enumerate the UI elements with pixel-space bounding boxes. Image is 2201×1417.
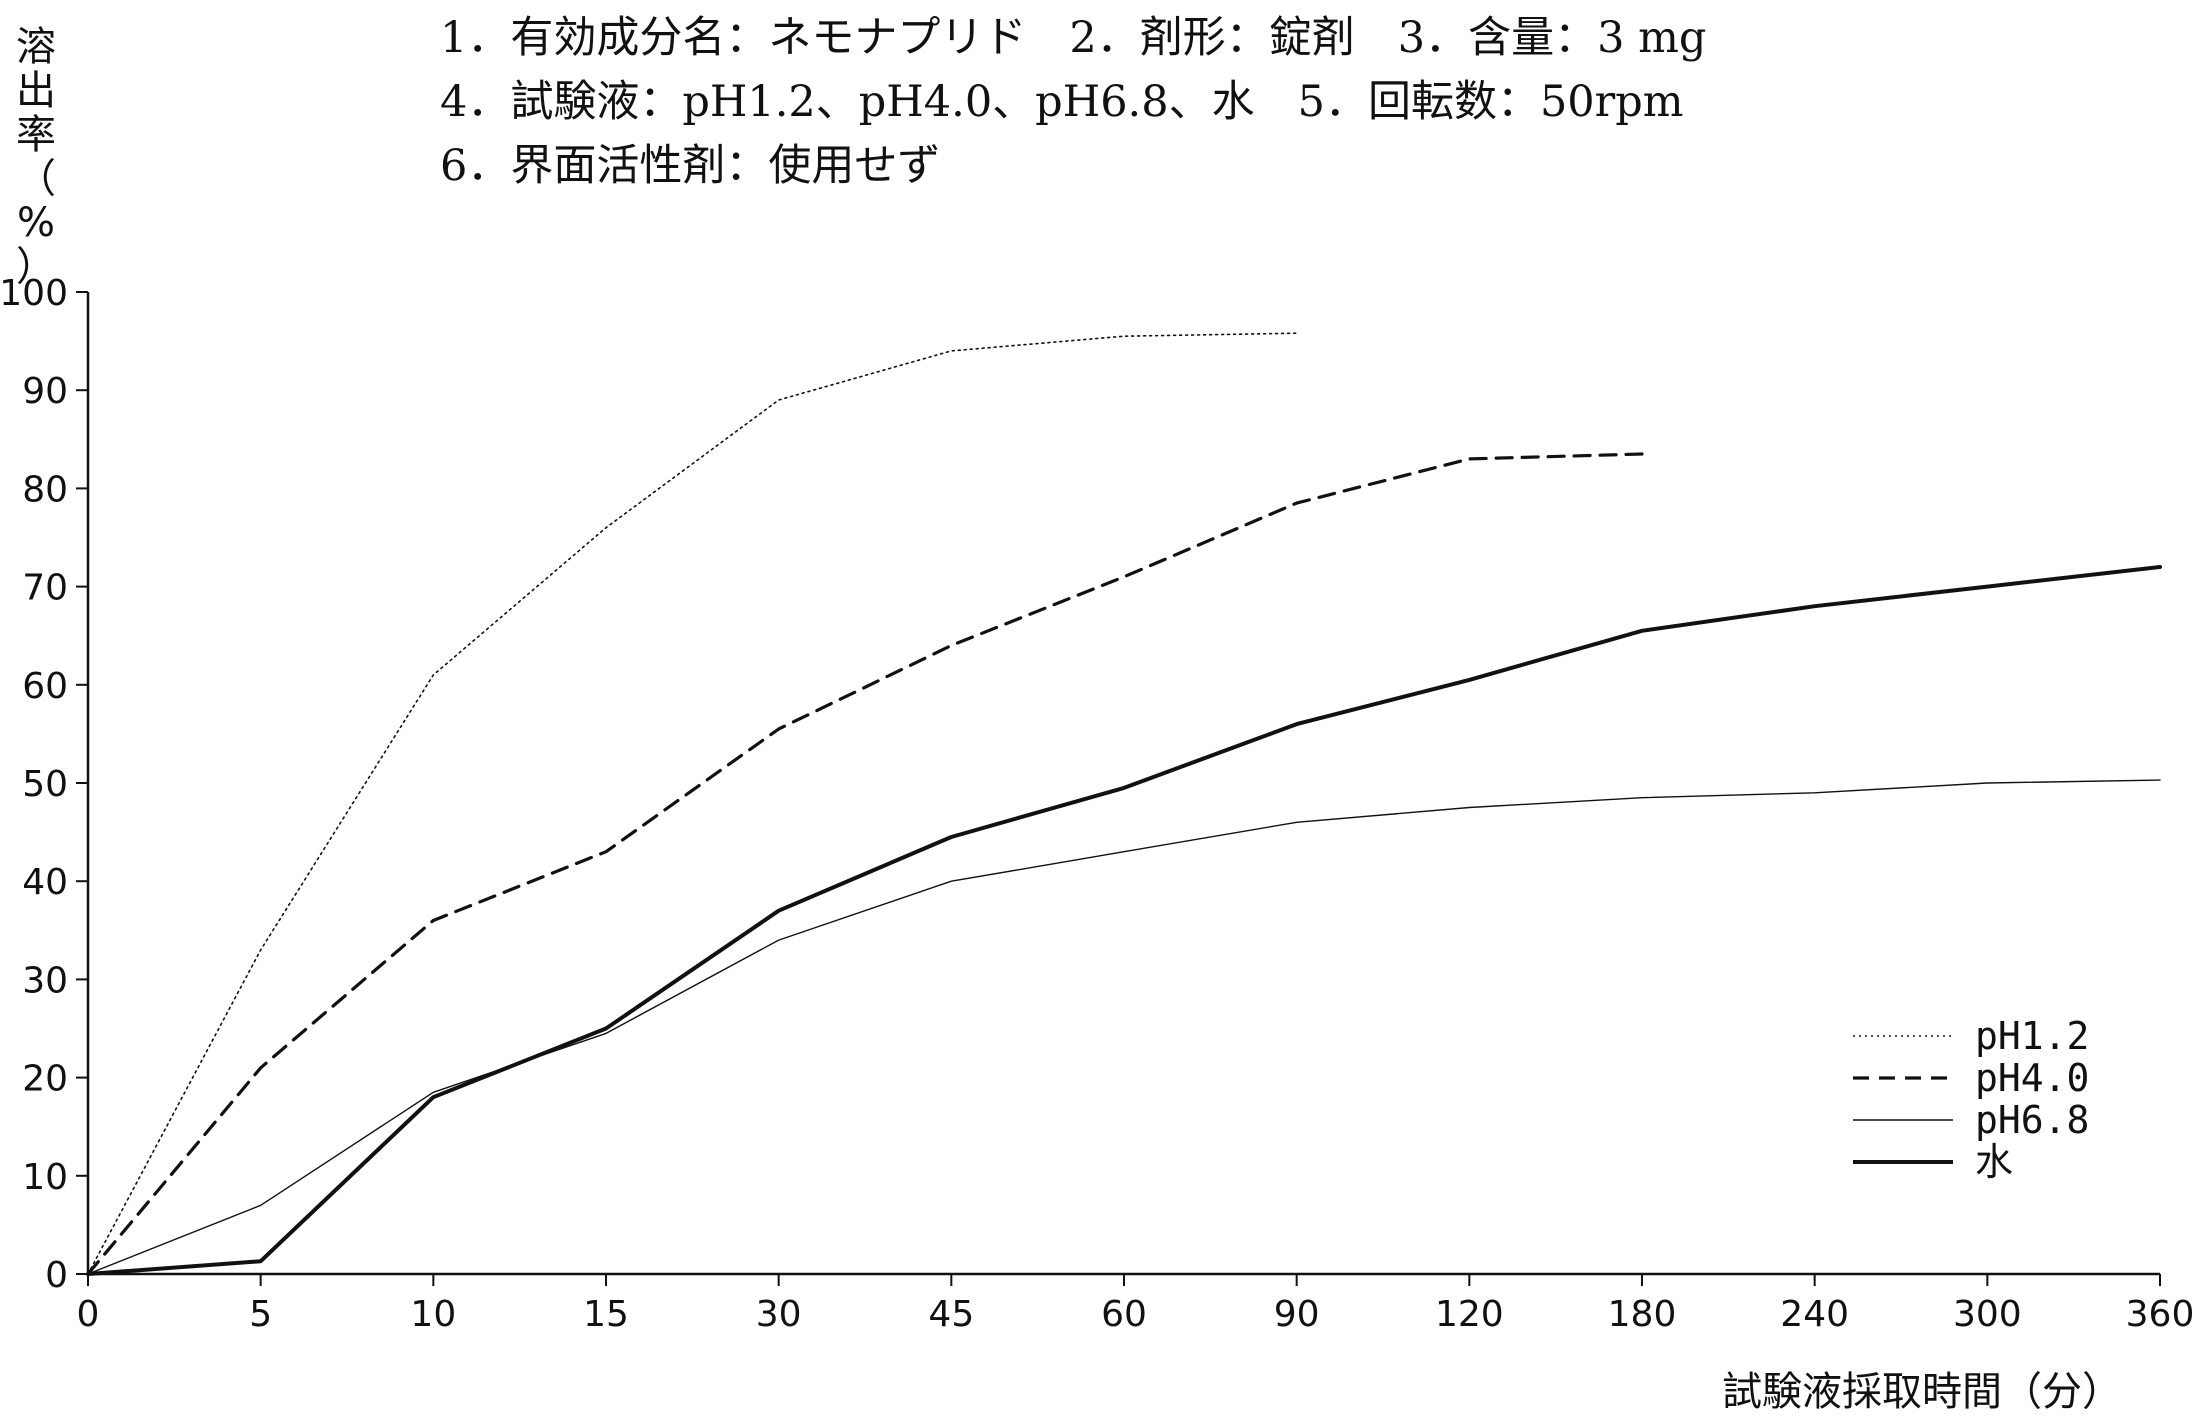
y-tick-label: 10 <box>22 1157 68 1198</box>
y-tick-label: 30 <box>22 960 68 1001</box>
x-tick-label: 15 <box>583 1294 629 1335</box>
header-line-1: 1．有効成分名：ネモナプリド 2．剤形：錠剤 3．含量：3 mg <box>440 13 1706 63</box>
x-tick-label: 45 <box>928 1294 974 1335</box>
chart-header: 1．有効成分名：ネモナプリド 2．剤形：錠剤 3．含量：3 mg 4．試験液：p… <box>440 13 1706 191</box>
x-tick-label: 10 <box>410 1294 456 1335</box>
x-tick-label: 360 <box>2126 1294 2195 1335</box>
y-tick-label: 40 <box>22 862 68 903</box>
legend-label-1: pH4.0 <box>1975 1056 2089 1100</box>
x-tick-label: 180 <box>1608 1294 1677 1335</box>
x-tick-label: 30 <box>756 1294 802 1335</box>
y-tick-label: 20 <box>22 1059 68 1100</box>
series-line-1 <box>86 452 1644 1276</box>
y-axis-title-char: （ <box>16 156 56 202</box>
y-tick-label: 60 <box>22 666 68 707</box>
y-axis-title-char: 溶 <box>16 24 56 70</box>
y-tick-label: 50 <box>22 764 68 805</box>
x-tick-label: 90 <box>1274 1294 1320 1335</box>
axes <box>86 292 2160 1276</box>
series-line-3 <box>86 565 2162 1276</box>
series-lines <box>86 332 2162 1276</box>
legend-label-3: 水 <box>1975 1140 2013 1184</box>
x-tick-label: 300 <box>1953 1294 2022 1335</box>
y-axis-title-char: 率 <box>16 112 56 158</box>
x-tick-label: 240 <box>1780 1294 1849 1335</box>
series-line-0 <box>87 332 1298 1275</box>
x-axis-title: 試験液採取時間（分） <box>1722 1369 2122 1415</box>
y-axis-title-char: ） <box>16 244 56 290</box>
y-tick-label: 100 <box>0 273 68 314</box>
y-axis-ticks: 0 10 20 30 40 50 60 70 80 90 100 <box>0 273 88 1296</box>
x-tick-label: 60 <box>1101 1294 1147 1335</box>
header-line-2: 4．試験液：pH1.2、pH4.0、pH6.8、水 5．回転数：50rpm <box>440 77 1684 127</box>
y-tick-label: 90 <box>22 371 68 412</box>
y-axis-title-char: 出 <box>16 68 56 114</box>
x-tick-label: 120 <box>1435 1294 1504 1335</box>
x-axis-ticks: 0 5 10 15 30 45 60 90 120 180 240 300 360 <box>77 1274 2195 1335</box>
series-line-2 <box>87 779 2161 1275</box>
legend-label-0: pH1.2 <box>1975 1014 2089 1058</box>
y-tick-label: 70 <box>22 568 68 609</box>
y-axis-title-char: % <box>17 200 55 246</box>
y-axis-title: 溶出率（%） <box>16 24 56 290</box>
x-tick-label: 5 <box>249 1294 272 1335</box>
x-tick-label: 0 <box>77 1294 100 1335</box>
header-line-3: 6．界面活性剤：使用せず <box>440 141 940 191</box>
y-tick-label: 80 <box>22 469 68 510</box>
legend-label-2: pH6.8 <box>1975 1098 2089 1142</box>
y-tick-label: 0 <box>45 1255 68 1296</box>
